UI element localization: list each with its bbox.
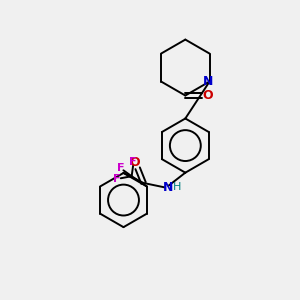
Text: H: H — [173, 182, 181, 192]
Text: N: N — [203, 75, 213, 88]
Text: O: O — [202, 89, 213, 102]
Text: F: F — [129, 157, 137, 167]
Text: F: F — [117, 163, 124, 173]
Text: F: F — [112, 174, 120, 184]
Text: O: O — [129, 156, 140, 169]
Text: N: N — [163, 181, 173, 194]
